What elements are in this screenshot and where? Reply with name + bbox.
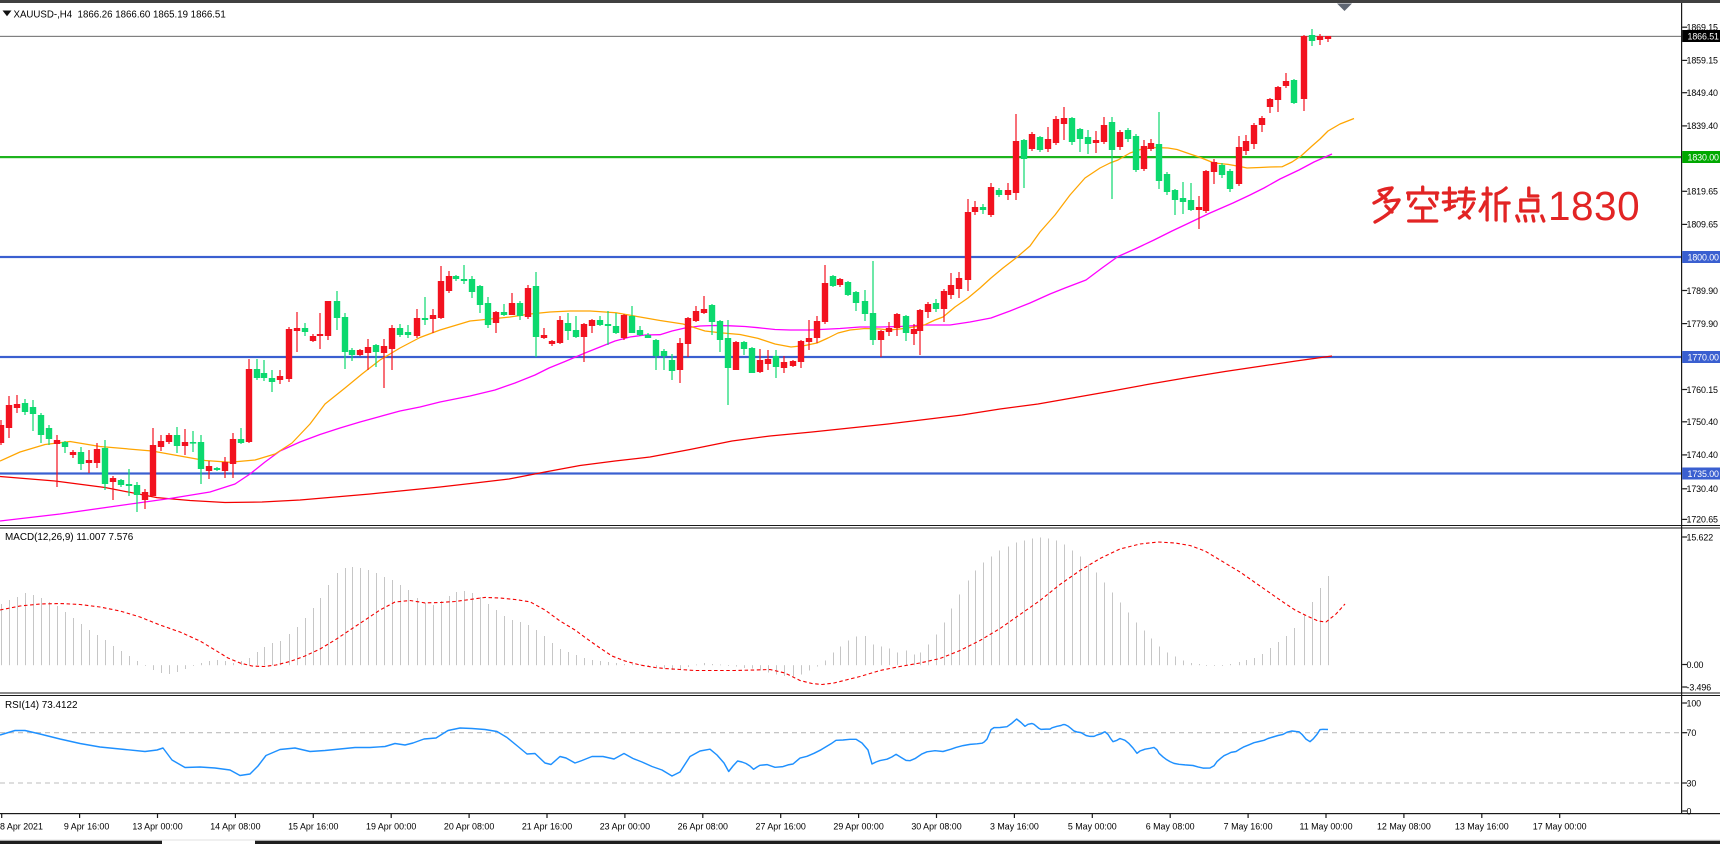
svg-text:1819.65: 1819.65	[1687, 187, 1719, 197]
svg-text:19 Apr 00:00: 19 Apr 00:00	[366, 822, 416, 832]
svg-text:13 Apr 00:00: 13 Apr 00:00	[132, 822, 182, 832]
svg-text:11 May 00:00: 11 May 00:00	[1299, 822, 1352, 832]
svg-text:13 May 16:00: 13 May 16:00	[1455, 822, 1509, 832]
svg-text:1849.40: 1849.40	[1687, 88, 1719, 98]
svg-text:1735.00: 1735.00	[1688, 469, 1720, 479]
svg-text:20 Apr 08:00: 20 Apr 08:00	[444, 822, 494, 832]
svg-text:RSI(14) 73.4122: RSI(14) 73.4122	[5, 700, 77, 711]
svg-text:70: 70	[1687, 728, 1697, 738]
svg-text:1750.40: 1750.40	[1687, 417, 1719, 427]
svg-text:23 Apr 00:00: 23 Apr 00:00	[600, 822, 650, 832]
svg-text:14 Apr 08:00: 14 Apr 08:00	[210, 822, 260, 832]
svg-text:100: 100	[1687, 698, 1702, 708]
svg-text:21 Apr 16:00: 21 Apr 16:00	[522, 822, 572, 832]
svg-text:29 Apr 00:00: 29 Apr 00:00	[833, 822, 883, 832]
svg-text:30: 30	[1687, 778, 1697, 788]
svg-text:1720.65: 1720.65	[1687, 515, 1719, 525]
svg-text:1809.65: 1809.65	[1687, 220, 1719, 230]
svg-text:1830: 1830	[1548, 183, 1640, 229]
svg-text:27 Apr 16:00: 27 Apr 16:00	[756, 822, 806, 832]
svg-text:1800.00: 1800.00	[1688, 252, 1720, 262]
svg-text:1789.90: 1789.90	[1687, 286, 1719, 296]
svg-text:-3.496: -3.496	[1687, 682, 1712, 692]
svg-text:0.00: 0.00	[1687, 660, 1704, 670]
svg-text:17 May 00:00: 17 May 00:00	[1533, 822, 1587, 832]
svg-text:5 May 00:00: 5 May 00:00	[1068, 822, 1117, 832]
svg-text:30 Apr 08:00: 30 Apr 08:00	[911, 822, 961, 832]
svg-text:8 Apr 2021: 8 Apr 2021	[0, 822, 43, 832]
svg-text:1859.15: 1859.15	[1687, 56, 1719, 66]
svg-text:26 Apr 08:00: 26 Apr 08:00	[678, 822, 728, 832]
svg-text:15 Apr 16:00: 15 Apr 16:00	[288, 822, 338, 832]
svg-text:12 May 08:00: 12 May 08:00	[1377, 822, 1431, 832]
svg-text:XAUUSD-,H4 1866.26 1866.60 18: XAUUSD-,H4 1866.26 1866.60 1865.19 1866.…	[14, 10, 226, 21]
svg-text:1740.40: 1740.40	[1687, 450, 1719, 460]
svg-text:1830.00: 1830.00	[1688, 152, 1720, 162]
svg-text:7 May 16:00: 7 May 16:00	[1224, 822, 1273, 832]
svg-text:6 May 08:00: 6 May 08:00	[1146, 822, 1195, 832]
svg-text:1779.90: 1779.90	[1687, 319, 1719, 329]
svg-text:1866.51: 1866.51	[1688, 31, 1720, 41]
svg-text:MACD(12,26,9) 11.007 7.576: MACD(12,26,9) 11.007 7.576	[5, 532, 134, 543]
svg-text:1869.15: 1869.15	[1687, 23, 1719, 33]
svg-text:1770.00: 1770.00	[1688, 352, 1720, 362]
svg-text:1730.40: 1730.40	[1687, 484, 1719, 494]
svg-text:1839.40: 1839.40	[1687, 121, 1719, 131]
svg-text:9 Apr 16:00: 9 Apr 16:00	[64, 822, 109, 832]
svg-text:1760.15: 1760.15	[1687, 385, 1719, 395]
svg-text:3 May 16:00: 3 May 16:00	[990, 822, 1039, 832]
svg-text:15.622: 15.622	[1687, 532, 1714, 542]
svg-text:0: 0	[1687, 806, 1692, 816]
